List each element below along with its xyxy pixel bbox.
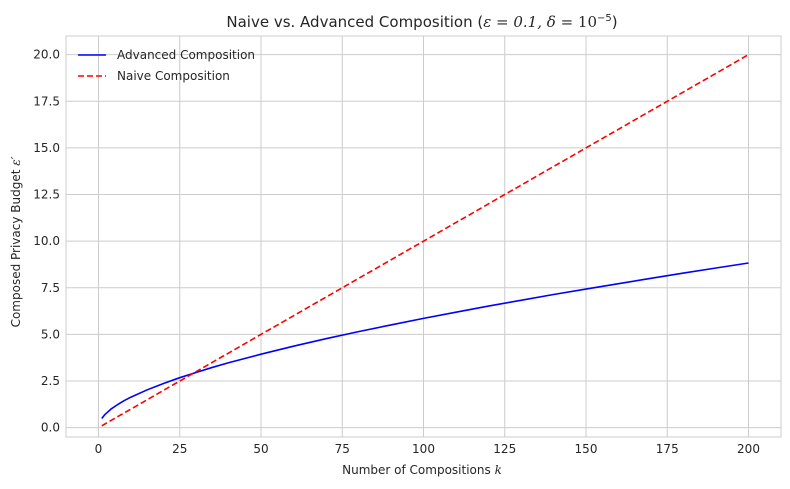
- y-tick-label: 7.5: [41, 281, 60, 295]
- y-tick-labels: 0.0 2.5 5.0 7.5 10.0 12.5 15.0 17.5 20.0: [33, 48, 60, 435]
- y-tick-label: 2.5: [41, 374, 60, 388]
- y-axis-label-math: ε′: [9, 156, 23, 165]
- x-tick-label: 75: [335, 442, 350, 456]
- advanced-composition-line: [101, 262, 749, 420]
- plot-frame: [65, 35, 782, 438]
- x-tick-label: 50: [253, 442, 268, 456]
- x-tick-label: 150: [575, 442, 598, 456]
- y-tick-label: 0.0: [41, 421, 60, 435]
- y-tick-label: 20.0: [33, 48, 60, 62]
- y-tick-label: 15.0: [33, 141, 60, 155]
- title-delta-exp: −5: [597, 13, 612, 24]
- x-tick-label: 0: [95, 442, 103, 456]
- x-tick-label: 125: [493, 442, 516, 456]
- x-axis-label-text: Number of Compositions: [342, 463, 494, 477]
- x-tick-label: 25: [172, 442, 187, 456]
- title-close: ): [612, 13, 618, 31]
- naive-composition-line: [101, 53, 749, 427]
- chart-title: Naive vs. Advanced Composition (ε = 0.1,…: [226, 13, 617, 31]
- title-text: Naive vs. Advanced Composition (: [226, 13, 483, 31]
- x-tick-label: 175: [656, 442, 679, 456]
- y-axis-label-text: Composed Privacy Budget: [9, 166, 23, 328]
- legend-label: Advanced Composition: [117, 48, 255, 62]
- grid: [66, 36, 781, 437]
- series-layer: [101, 53, 749, 427]
- x-tick-label: 200: [737, 442, 760, 456]
- legend: Advanced Composition Naive Composition: [78, 48, 255, 83]
- y-tick-label: 5.0: [41, 327, 60, 341]
- y-tick-label: 12.5: [33, 188, 60, 202]
- y-tick-label: 10.0: [33, 234, 60, 248]
- title-params: ε = 0.1, δ =: [483, 13, 578, 31]
- y-tick-label: 17.5: [33, 94, 60, 108]
- legend-label: Naive Composition: [117, 69, 230, 83]
- x-axis-label-math: k: [495, 463, 502, 477]
- y-axis-label: Composed Privacy Budget ε′: [9, 156, 23, 327]
- x-tick-labels: 0 25 50 75 100 125 150 175 200: [95, 442, 760, 456]
- x-tick-label: 100: [412, 442, 435, 456]
- x-axis-label: Number of Compositions k: [342, 463, 502, 477]
- title-delta-base: 10: [578, 13, 597, 31]
